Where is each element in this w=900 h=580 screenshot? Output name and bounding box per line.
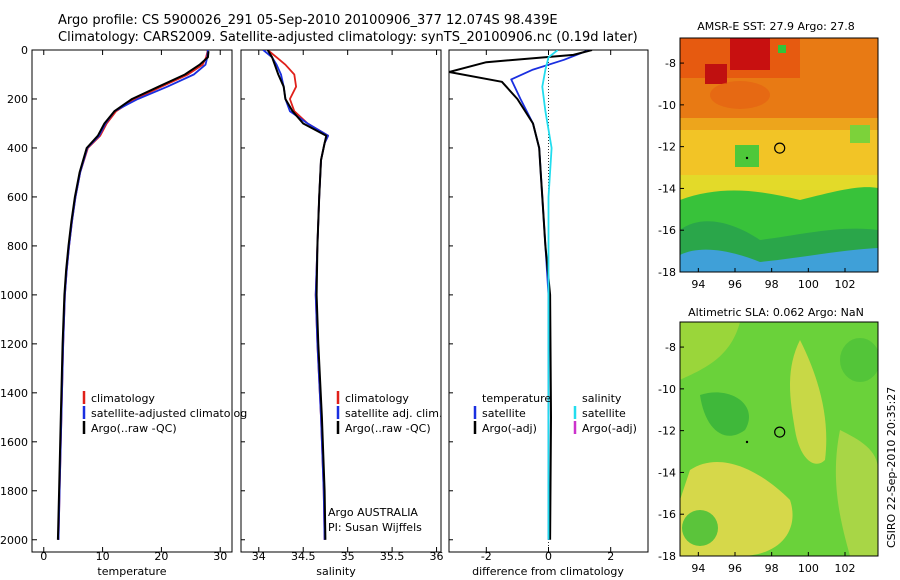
temp-ytick-label: 1600 xyxy=(0,436,28,449)
sla-ytick-label: -8 xyxy=(665,341,676,354)
sst-ytick-label: -8 xyxy=(665,57,676,70)
sal-xtick-label: 35 xyxy=(341,550,355,563)
sal-series-black xyxy=(266,50,328,540)
temp-xtick-label: 0 xyxy=(40,550,47,563)
temp-ytick-label: 1000 xyxy=(0,289,28,302)
difference-xlabel: difference from climatology xyxy=(472,565,624,578)
temp-series-black xyxy=(56,51,210,540)
annotation-pi-name: PI: Susan Wijffels xyxy=(328,521,422,534)
salinity-axes-frame xyxy=(240,49,442,553)
sst-xtick-label: 96 xyxy=(728,278,742,291)
sla-ytick-label: -12 xyxy=(658,425,676,438)
temp-ytick-label: 800 xyxy=(7,240,28,253)
diff-series-cyan xyxy=(541,50,559,540)
temp-ytick-label: 0 xyxy=(21,44,28,57)
legend-label-climatology: climatology xyxy=(91,392,155,405)
diff-xtick-label: 2 xyxy=(607,550,614,563)
argo-dot xyxy=(745,440,749,444)
temp-ytick-label: 1200 xyxy=(0,338,28,351)
temperature-legend: climatology satellite-adjusted climatolo… xyxy=(82,391,247,435)
sst-xtick-label: 100 xyxy=(798,278,819,291)
legend-title-temperature: temperature xyxy=(482,392,551,405)
sal-series-red xyxy=(267,50,330,540)
sst-ytick-label: -14 xyxy=(658,182,676,195)
sal-xtick-label: 34 xyxy=(252,550,266,563)
temp-ytick-label: 200 xyxy=(7,93,28,106)
sla-ytick-label: -18 xyxy=(658,550,676,563)
sst-xtick-label: 102 xyxy=(835,278,856,291)
sst-xtick-label: 94 xyxy=(691,278,705,291)
sla-map-panel: Altimetric SLA: 0.062 Argo: NaN 94 96 98 10… xyxy=(658,306,879,575)
sla-ytick-label: -10 xyxy=(658,383,676,396)
sst-map-frame xyxy=(679,37,879,273)
sal-xtick-label: 36 xyxy=(430,550,444,563)
temp-ytick-label: 1400 xyxy=(0,387,28,400)
difference-panel: -2 0 2 difference from climatology tempera… xyxy=(448,49,649,578)
legend-label-argo: Argo(..raw -QC) xyxy=(345,422,431,435)
temp-xtick-label: 10 xyxy=(96,550,110,563)
sst-heatmap xyxy=(680,38,878,272)
figure-title-line-1: Argo profile: CS 5900026_291 05-Sep-2010… xyxy=(58,13,558,28)
legend-label-sal-argo: Argo(-adj) xyxy=(582,422,637,435)
legend-label-satellite: satellite-adjusted climatolog xyxy=(91,407,247,420)
temp-ytick-label: 2000 xyxy=(0,534,28,547)
sla-heatmap xyxy=(680,322,878,556)
sst-map-panel: AMSR-E SST: 27.9 Argo: 27.8 94 96 98 100 102… xyxy=(658,20,879,291)
diff-xtick-label: 0 xyxy=(545,550,552,563)
sla-xtick-label: 98 xyxy=(765,562,779,575)
diff-xtick-label: -2 xyxy=(481,550,492,563)
temp-ytick-label: 1800 xyxy=(0,485,28,498)
sla-ytick-label: -16 xyxy=(658,508,676,521)
diff-series-black xyxy=(449,50,593,540)
sst-ytick-label: -16 xyxy=(658,224,676,237)
sla-xtick-label: 94 xyxy=(691,562,705,575)
temp-series-red xyxy=(57,50,209,540)
sst-map-title: AMSR-E SST: 27.9 Argo: 27.8 xyxy=(697,20,855,33)
sst-xtick-label: 98 xyxy=(765,278,779,291)
temperature-panel: 0 200 400 600 800 1000 1200 1400 1600 1800 2000 0 1… xyxy=(0,44,247,578)
argo-position-marker xyxy=(774,142,786,154)
temp-ytick-label: 600 xyxy=(7,191,28,204)
legend-label-temp-satellite: satellite xyxy=(482,407,526,420)
legend-label-satellite-adj: satellite adj. clim. xyxy=(345,407,442,420)
temp-xtick-label: 30 xyxy=(213,550,227,563)
production-stamp: CSIRO 22-Sep-2010 20:35:27 xyxy=(885,387,898,548)
legend-label-climatology: climatology xyxy=(345,392,409,405)
temp-series-blue xyxy=(57,50,209,540)
sst-ytick-label: -10 xyxy=(658,99,676,112)
sla-map-title: Altimetric SLA: 0.062 Argo: NaN xyxy=(688,306,864,319)
sla-xtick-label: 96 xyxy=(728,562,742,575)
sal-series-blue xyxy=(262,50,330,540)
legend-label-sal-satellite: satellite xyxy=(582,407,626,420)
sst-ytick-label: -12 xyxy=(658,141,676,154)
argo-dot xyxy=(745,156,749,160)
sst-ytick-label: -18 xyxy=(658,266,676,279)
temp-ytick-label: 400 xyxy=(7,142,28,155)
legend-label-temp-argo: Argo(-adj) xyxy=(482,422,537,435)
temperature-axes-frame xyxy=(31,49,233,553)
sla-xtick-label: 102 xyxy=(835,562,856,575)
sla-map-frame xyxy=(679,321,879,557)
legend-label-argo: Argo(..raw -QC) xyxy=(91,422,177,435)
temp-xtick-label: 20 xyxy=(154,550,168,563)
salinity-legend: climatology satellite adj. clim. Argo(..… xyxy=(336,391,442,435)
sla-xtick-label: 100 xyxy=(798,562,819,575)
temperature-xlabel: temperature xyxy=(97,565,166,578)
salinity-panel: 34 34.5 35 35.5 36 salinity climatology sate… xyxy=(240,49,444,578)
argo-position-marker xyxy=(774,426,786,438)
difference-legend: temperature satellite Argo(-adj) salinit… xyxy=(473,392,637,435)
sal-xtick-label: 34.5 xyxy=(291,550,316,563)
sla-ytick-label: -14 xyxy=(658,466,676,479)
legend-title-salinity: salinity xyxy=(582,392,622,405)
annotation-argo-australia: Argo AUSTRALIA xyxy=(328,506,418,519)
salinity-xlabel: salinity xyxy=(316,565,356,578)
figure-title-line-2: Climatology: CARS2009. Satellite-adjuste… xyxy=(58,30,638,45)
sal-xtick-label: 35.5 xyxy=(380,550,405,563)
